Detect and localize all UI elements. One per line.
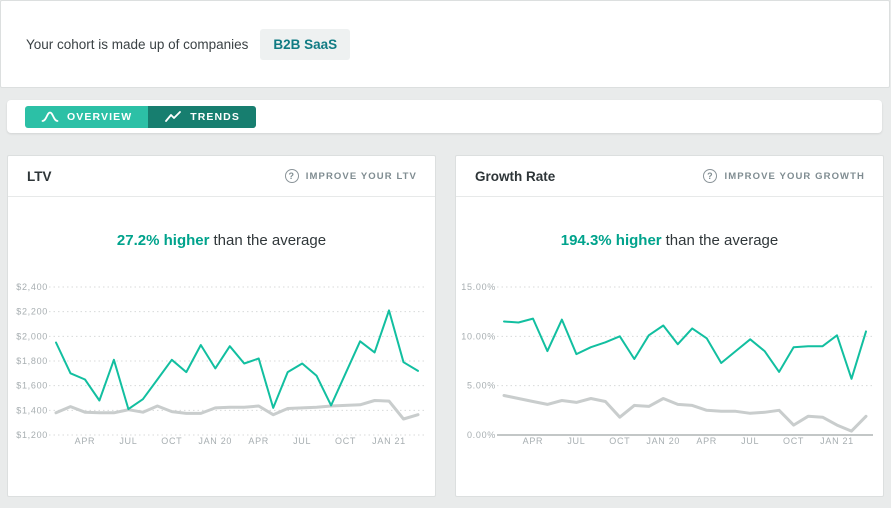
growth-rate-card: Growth Rate ? IMPROVE YOUR GROWTH 194.3%… xyxy=(455,155,884,497)
svg-text:$2,000: $2,000 xyxy=(16,331,48,341)
svg-text:OCT: OCT xyxy=(161,436,182,446)
trend-line-icon xyxy=(164,110,182,123)
ltv-line-chart: $2,400 $2,200 $2,000 $1,800 $1,600 $1,400 $1,2… xyxy=(16,282,425,446)
svg-text:APR: APR xyxy=(248,436,269,446)
svg-text:15.00%: 15.00% xyxy=(461,282,496,292)
bell-curve-icon xyxy=(41,110,59,123)
svg-text:$2,200: $2,200 xyxy=(16,307,48,317)
ltv-highlight: 27.2% higher xyxy=(116,232,210,249)
growth-highlight: 194.3% higher xyxy=(560,232,662,249)
svg-text:JAN 20: JAN 20 xyxy=(198,436,232,446)
tab-overview-label: OVERVIEW xyxy=(67,110,133,123)
svg-text:$1,600: $1,600 xyxy=(16,381,48,391)
svg-text:JUL: JUL xyxy=(741,436,759,446)
ltv-card: LTV ? IMPROVE YOUR LTV 27.2% higher than … xyxy=(7,155,436,497)
svg-text:OCT: OCT xyxy=(783,436,804,446)
svg-text:APR: APR xyxy=(523,436,544,446)
svg-text:$1,200: $1,200 xyxy=(16,430,48,440)
svg-text:$1,400: $1,400 xyxy=(16,405,48,415)
svg-text:5.00%: 5.00% xyxy=(467,381,496,391)
cohort-description: Your cohort is made up of companies xyxy=(26,36,249,52)
tab-overview[interactable]: OVERVIEW xyxy=(25,105,149,128)
growth-card-header: Growth Rate ? IMPROVE YOUR GROWTH xyxy=(456,156,883,197)
svg-text:JAN 21: JAN 21 xyxy=(820,436,854,446)
improve-growth-link[interactable]: ? IMPROVE YOUR GROWTH xyxy=(703,169,865,183)
tab-bar: OVERVIEW TRENDS xyxy=(7,100,882,133)
question-mark-icon: ? xyxy=(703,169,718,183)
svg-text:JUL: JUL xyxy=(119,436,137,446)
svg-text:$2,400: $2,400 xyxy=(16,282,48,292)
improve-ltv-label: IMPROVE YOUR LTV xyxy=(305,170,417,182)
svg-text:APR: APR xyxy=(696,436,717,446)
cohort-chip-b2b-saas[interactable]: B2B SaaS xyxy=(260,28,351,60)
svg-text:$1,800: $1,800 xyxy=(16,356,48,366)
svg-text:OCT: OCT xyxy=(609,436,630,446)
improve-ltv-link[interactable]: ? IMPROVE YOUR LTV xyxy=(284,169,417,183)
svg-text:10.00%: 10.00% xyxy=(461,331,496,341)
svg-text:0.00%: 0.00% xyxy=(467,430,496,440)
ltv-card-header: LTV ? IMPROVE YOUR LTV xyxy=(8,156,435,197)
growth-line-chart: 15.00% 10.00% 5.00% 0.00% APR JUL OCT JAN 20 APR… xyxy=(461,282,873,446)
improve-growth-label: IMPROVE YOUR GROWTH xyxy=(724,170,865,182)
svg-text:JAN 21: JAN 21 xyxy=(372,436,406,446)
cohort-bar: Your cohort is made up of companies B2B … xyxy=(0,0,890,88)
tab-trends-label: TRENDS xyxy=(190,110,240,123)
svg-text:APR: APR xyxy=(75,436,96,446)
svg-text:JUL: JUL xyxy=(293,436,311,446)
ltv-title: LTV xyxy=(27,168,52,184)
ltv-comparison: 27.2% higher than the average xyxy=(8,232,435,249)
ltv-comparison-suffix: than the average xyxy=(213,232,327,249)
svg-text:OCT: OCT xyxy=(335,436,356,446)
growth-comparison-suffix: than the average xyxy=(665,232,779,249)
svg-text:JAN 20: JAN 20 xyxy=(646,436,680,446)
tab-trends[interactable]: TRENDS xyxy=(148,105,256,128)
question-mark-icon: ? xyxy=(284,169,299,183)
svg-text:JUL: JUL xyxy=(567,436,585,446)
growth-comparison: 194.3% higher than the average xyxy=(456,232,883,249)
growth-title: Growth Rate xyxy=(475,168,556,184)
